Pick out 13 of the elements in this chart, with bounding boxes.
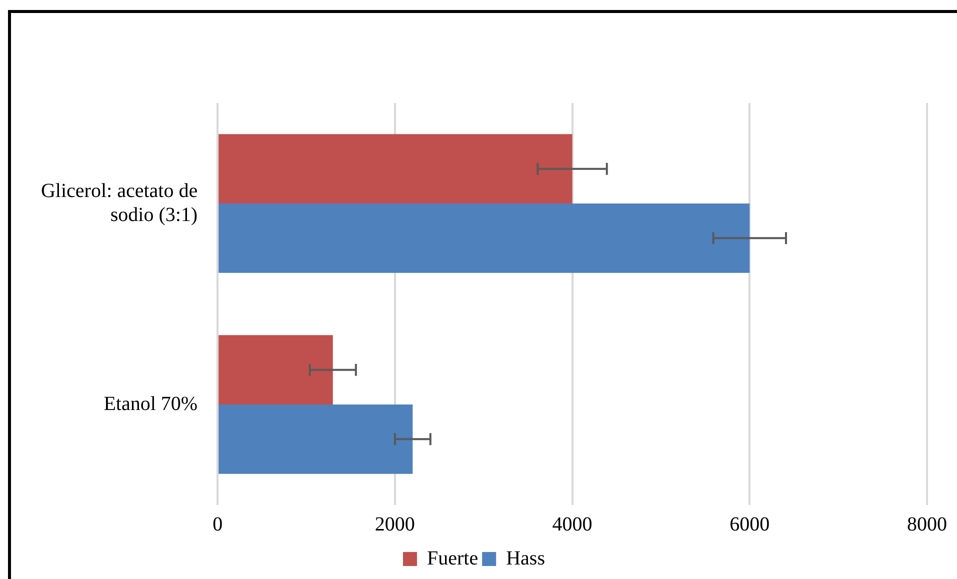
y-tick-label: Glicerol: acetato de sodio (3:1) (40, 180, 198, 226)
bar (218, 204, 750, 273)
x-tick-label: 2000 (374, 513, 415, 536)
bar (218, 335, 333, 404)
legend-label: Hass (506, 547, 546, 570)
x-tick-label: 6000 (730, 513, 770, 536)
bar (218, 134, 572, 204)
bar (218, 404, 413, 474)
y-tick-label: Etanol 70% (104, 392, 198, 415)
x-tick-label: 4000 (552, 513, 592, 536)
x-tick-label: 0 (212, 513, 223, 536)
legend-label: Fuerte (427, 547, 478, 570)
x-tick-label: 8000 (907, 513, 947, 536)
